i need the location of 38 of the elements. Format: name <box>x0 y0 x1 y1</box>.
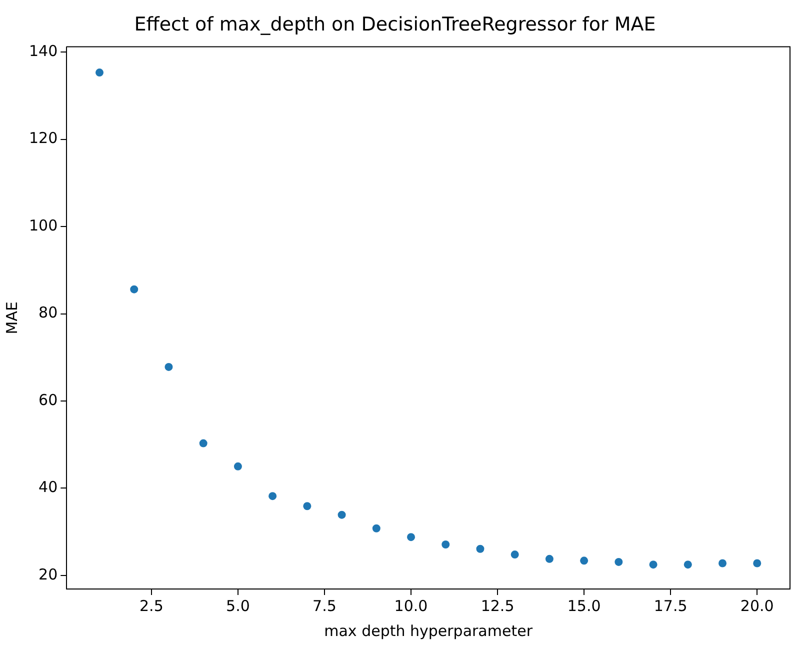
x-tick-label: 12.5 <box>480 596 514 615</box>
x-tick-label: 2.5 <box>140 596 164 615</box>
y-axis-title: MAE <box>2 302 21 334</box>
point <box>614 558 623 566</box>
point <box>442 540 450 549</box>
point <box>372 524 380 532</box>
x-tick-label: 20.0 <box>740 596 774 615</box>
point <box>268 492 277 500</box>
x-axis-title: max depth hyperparameter <box>324 622 534 640</box>
x-tick-label: 5.0 <box>226 596 250 615</box>
point <box>234 462 242 470</box>
point <box>407 533 416 542</box>
y-tick-label: 40 <box>38 478 58 496</box>
point <box>510 550 519 559</box>
point <box>545 554 554 563</box>
point <box>649 560 658 569</box>
point <box>303 502 312 510</box>
x-tick-label: 10.0 <box>394 596 428 615</box>
y-tick-label: 60 <box>38 390 58 409</box>
point <box>338 510 346 519</box>
x-tick-label: 7.5 <box>312 596 336 615</box>
y-tick-label: 100 <box>28 216 58 234</box>
y-tick-label: 20 <box>38 565 58 584</box>
y-tick-label: 140 <box>28 42 58 60</box>
y-tick-label: 80 <box>38 304 58 322</box>
point <box>96 68 104 77</box>
point <box>199 439 208 448</box>
x-tick-label: 15.0 <box>567 596 601 615</box>
point <box>476 544 484 553</box>
point <box>753 559 762 568</box>
y-tick-label: 120 <box>28 129 58 148</box>
point <box>718 559 727 568</box>
point <box>130 285 138 294</box>
point <box>164 362 173 371</box>
chart-title: Effect of max_depth on DecisionTreeRegressor for MAE <box>134 13 656 36</box>
x-tick-label: 17.5 <box>654 596 688 615</box>
point <box>684 560 692 569</box>
point <box>580 556 588 565</box>
